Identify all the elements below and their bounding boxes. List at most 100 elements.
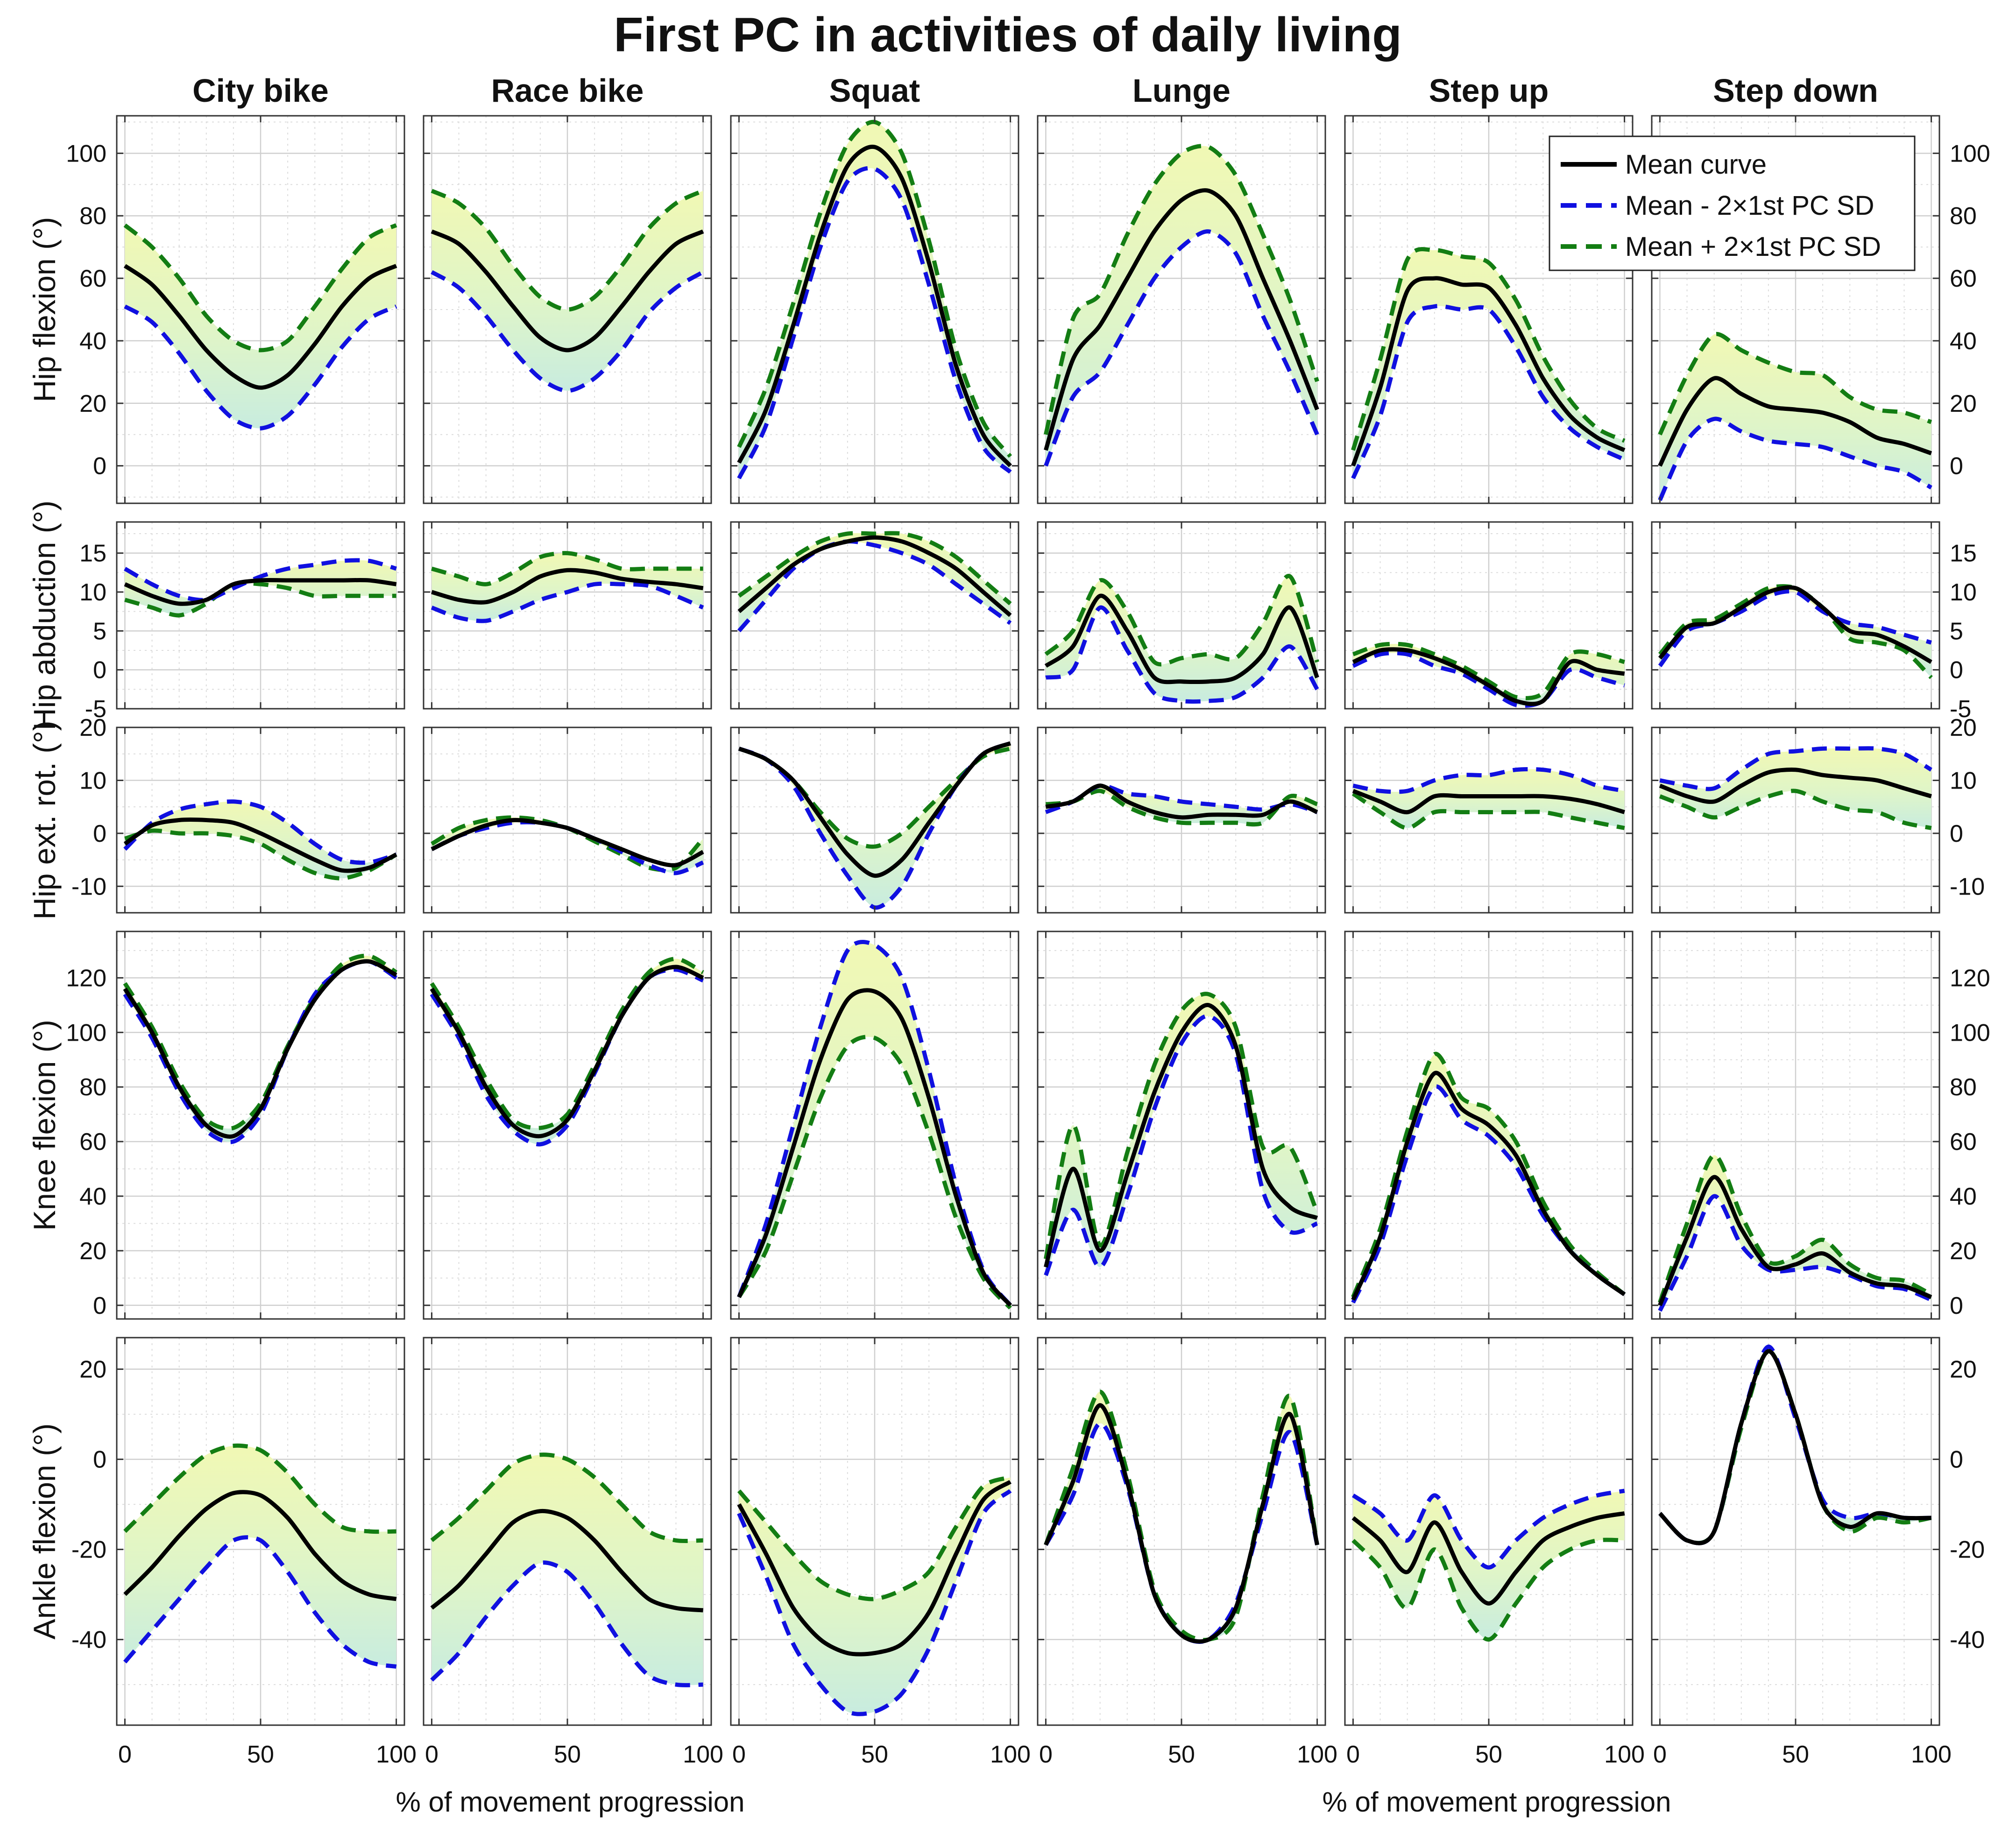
series-mean-minus-line (737, 940, 1012, 1307)
x-tick-label: 0 (1346, 1741, 1360, 1768)
y-tick-label-right: 80 (1950, 203, 1977, 230)
y-tick-label-left: -5 (85, 696, 106, 723)
series-mean-line (1351, 1071, 1626, 1301)
y-tick-label-left: 80 (79, 203, 106, 230)
series-mean-line (1351, 1511, 1625, 1606)
panel-hip-abduction-squat (730, 521, 1019, 710)
x-tick-label: 100 (990, 1741, 1031, 1768)
x-tick-label: 100 (1911, 1741, 1952, 1768)
gridlines (1652, 1338, 1939, 1725)
row-labels: Hip flexion (°) Hip abduction (°)Hip ext.… (27, 217, 62, 1640)
y-tick-label-right: -20 (1950, 1537, 1985, 1564)
plot-area (1044, 1389, 1320, 1644)
plot-area (1351, 1488, 1625, 1642)
series-mean-minus-line (123, 1535, 397, 1669)
series-mean-minus-line (1044, 229, 1319, 467)
y-tick-label-left: 20 (79, 1238, 106, 1265)
series-mean-plus-line (124, 580, 396, 618)
y-tick-label-left: 5 (93, 618, 106, 645)
plot-area (1658, 584, 1933, 679)
y-tick-label-left: 100 (66, 140, 106, 167)
y-axis-label-hip-abduction: Hip abduction (°) (27, 501, 62, 730)
column-title-squat: Squat (829, 72, 920, 109)
series-mean-line (124, 578, 397, 606)
series-mean-line (737, 988, 1012, 1307)
series-mean-minus-line (1352, 767, 1625, 794)
series-mean-plus-line (430, 956, 704, 1130)
legend-label-plus: Mean + 2×1st PC SD (1625, 232, 1881, 262)
gridlines (1038, 931, 1325, 1319)
series-mean-minus-line (1658, 1194, 1932, 1312)
series-mean-minus-line (123, 799, 397, 865)
plot-area (123, 223, 397, 430)
pc-band (1046, 146, 1317, 466)
series-mean-line (123, 264, 397, 390)
panel-hip-ext-rot-race-bike (423, 726, 712, 914)
panel-knee-flexion-lunge (1037, 931, 1326, 1320)
panel-hip-abduction-step-down: -5 0 5 10 15 (1651, 521, 1977, 723)
panel-hip-ext-rot-city-bike: -10 0 10 20 (71, 714, 405, 914)
y-tick-label-right: 40 (1950, 1183, 1977, 1210)
plot-area (430, 1452, 703, 1687)
series-mean-plus-line (1351, 1537, 1625, 1642)
x-axis-label-left: % of movement progression (396, 1786, 744, 1818)
x-tick-label: 50 (1475, 1741, 1502, 1768)
y-axis-label-knee-flexion: Knee flexion (°) (27, 1020, 62, 1231)
column-title-step-down: Step down (1713, 72, 1878, 109)
series-mean-line (738, 741, 1012, 878)
panel-hip-ext-rot-step-up (1344, 726, 1634, 914)
series-mean-minus-line (737, 539, 1012, 633)
series-mean-plus-line (1658, 1153, 1932, 1304)
y-tick-label-left: 0 (93, 1292, 106, 1319)
y-tick-label-left: 0 (93, 657, 106, 684)
series-mean-plus-line (737, 1475, 1011, 1601)
panel-hip-ext-rot-lunge (1037, 726, 1326, 914)
panel-hip-abduction-step-up (1344, 521, 1634, 710)
y-tick-label-right: -10 (1950, 873, 1985, 900)
y-tick-label-right: 0 (1950, 1446, 1963, 1473)
y-tick-label-left: 0 (93, 1446, 106, 1473)
y-tick-label-left: 120 (66, 965, 106, 992)
panel-ankle-flexion-step-down: -40 -20 0 20 0 50 100 (1651, 1337, 1985, 1768)
series-mean-plus-line (124, 828, 397, 881)
series-mean-plus-line (1658, 331, 1932, 436)
series-mean-line (1045, 783, 1318, 820)
gridlines (117, 522, 404, 709)
x-tick-label: 100 (376, 1741, 417, 1768)
series-mean-plus-line (123, 1443, 396, 1534)
series-mean-line (1659, 768, 1932, 804)
figure-title: First PC in activities of daily living (614, 8, 1402, 62)
plot-area (431, 815, 705, 875)
x-tick-label: 100 (1604, 1741, 1645, 1768)
plot-area (123, 799, 397, 881)
y-tick-label-left: 20 (79, 1356, 106, 1383)
x-tick-label: 0 (1039, 1741, 1053, 1768)
panel-hip-flexion-lunge (1037, 115, 1326, 504)
series-mean-line (431, 818, 704, 867)
legend-label-mean: Mean curve (1625, 149, 1767, 180)
pc-band (1660, 334, 1931, 501)
gridlines (1038, 727, 1325, 913)
series-mean-minus-line (430, 967, 704, 1147)
column-titles: City bike Race bike Squat Lunge Step up Step … (192, 72, 1878, 109)
y-tick-label-left: 0 (93, 453, 106, 480)
series-mean-plus-line (1351, 247, 1626, 451)
series-mean-line (737, 1480, 1012, 1657)
y-tick-label-left: 20 (79, 390, 106, 417)
y-tick-label-right: 0 (1950, 820, 1963, 847)
y-tick-label-left: 20 (79, 714, 106, 741)
column-title-city-bike: City bike (192, 72, 329, 109)
pc-band (1660, 586, 1931, 678)
series-mean-line (1044, 1403, 1320, 1644)
panel-ankle-flexion-squat: 0 50 100 (730, 1337, 1031, 1768)
panel-grid: 020406080100020406080100-5051015-5051015… (66, 115, 1990, 1768)
series-mean-plus-line (431, 189, 704, 312)
plot-area (1658, 331, 1932, 501)
series-mean-line (1044, 188, 1319, 451)
gridlines (424, 727, 711, 913)
plot-area (1659, 746, 1932, 830)
plot-area (1043, 992, 1319, 1276)
y-tick-label-left: 40 (79, 1183, 106, 1210)
series-mean-line (737, 144, 1012, 467)
